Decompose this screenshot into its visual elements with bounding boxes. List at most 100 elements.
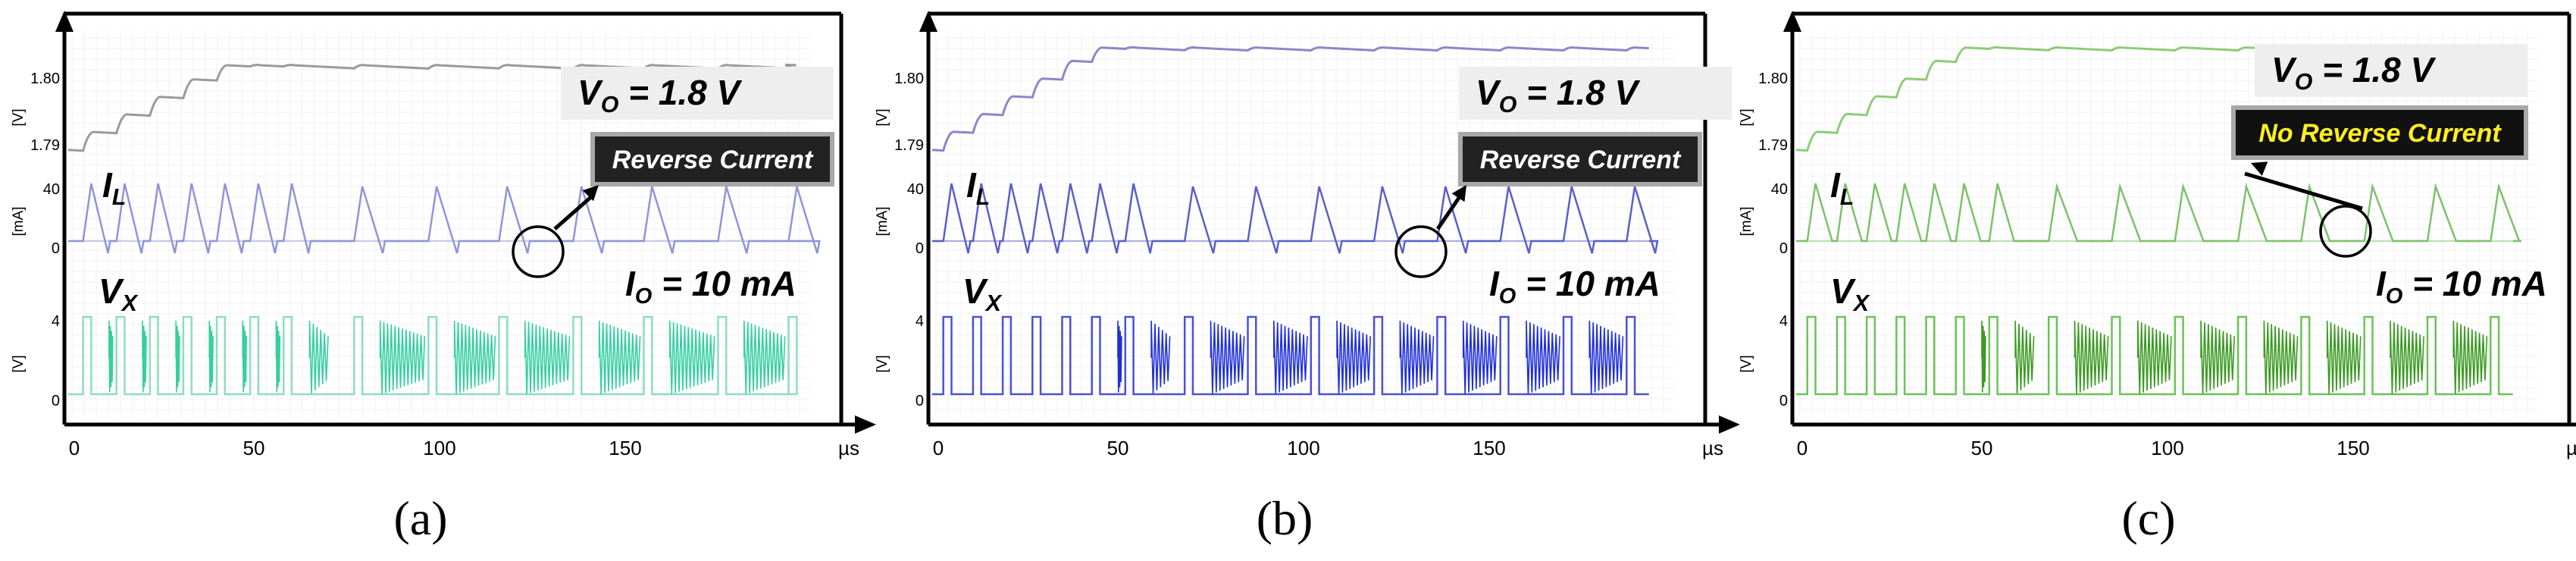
x-tick-label: 0 — [69, 437, 80, 459]
panel-caption: (a) — [393, 491, 447, 545]
annotation-arrow-head — [1451, 185, 1466, 202]
vx-ringing — [242, 321, 247, 393]
vx-ringing — [2137, 321, 2172, 394]
vx-ringing — [2390, 321, 2424, 394]
panel-b: 0 50 100 150 µs1.801.79[V]400[mA]40[V]VO = 1… — [875, 11, 1740, 545]
annotation-arrow-line — [2244, 171, 2363, 211]
vo-trace — [931, 45, 1649, 152]
vo-label: VO = 1.8 V — [2271, 50, 2436, 95]
vx-ringing — [1273, 321, 1308, 394]
vx-label: VX — [962, 271, 1003, 316]
vx-ringing — [524, 321, 571, 395]
vx-tick-label: 0 — [52, 393, 60, 409]
panel-caption: (b) — [1257, 491, 1313, 545]
vx-axis-unit: [V] — [11, 355, 27, 372]
y-axis-arrow — [1783, 11, 1801, 32]
vo-label-main: V — [1476, 73, 1501, 112]
vo-tick-label: 1.79 — [894, 137, 924, 154]
vx-pulse-outline — [1796, 315, 2513, 396]
vx-label-sub: X — [121, 291, 139, 316]
x-axis-arrow — [855, 415, 876, 434]
vx-label-main: V — [99, 271, 124, 311]
il-label: IL — [1830, 165, 1854, 210]
annotation-arrow-line — [553, 194, 594, 230]
vx-ringing — [1336, 321, 1371, 394]
il-label-main: I — [966, 165, 977, 205]
io-label: IO = 10 mA — [625, 264, 797, 309]
vx-trace — [932, 315, 1649, 396]
vx-ringing — [598, 321, 641, 395]
x-tick-label: 150 — [1473, 437, 1505, 459]
vo-tick-label: 1.80 — [1758, 71, 1788, 87]
vx-trace — [68, 315, 798, 396]
vx-ringing — [1981, 321, 1986, 393]
vx-label: VX — [1830, 271, 1870, 316]
x-tick-label: 100 — [1287, 437, 1319, 459]
x-tick-label: 50 — [1107, 437, 1129, 459]
vx-ringing — [453, 321, 496, 395]
vx-ringing — [2263, 321, 2299, 394]
vo-tick-label: 1.80 — [30, 71, 60, 87]
vx-ringing — [2452, 321, 2488, 394]
annotation-text: Reverse Current — [1480, 146, 1682, 174]
io-label-main: I — [1489, 264, 1500, 303]
vx-ringing — [275, 321, 281, 393]
vx-label-sub: X — [1852, 291, 1870, 316]
vx-ringing — [1462, 321, 1498, 394]
vo-trace — [67, 63, 797, 152]
io-label-sub: O — [635, 284, 653, 309]
il-label-sub: L — [976, 185, 991, 210]
annotation-box — [1463, 136, 1698, 182]
vo-label-sub: O — [2295, 70, 2313, 95]
vx-ringing — [2014, 321, 2035, 393]
x-tick-label: 100 — [423, 437, 455, 459]
annotation-text: Reverse Current — [612, 146, 814, 174]
il-tick-label: 0 — [916, 240, 924, 257]
io-label-sub: O — [2386, 284, 2403, 309]
x-tick-label: 150 — [2337, 437, 2369, 459]
vx-ringing — [208, 321, 214, 393]
il-trace — [932, 183, 1659, 254]
vx-label-main: V — [962, 271, 988, 311]
vx-ringing — [1399, 321, 1435, 394]
reverse-current-circle — [1394, 225, 1448, 278]
vo-label-sub: O — [1499, 92, 1517, 118]
panel-caption: (c) — [2121, 491, 2175, 545]
vo-label-box — [1459, 67, 1732, 120]
io-label-sub: O — [1499, 284, 1516, 309]
il-label-main: I — [1830, 165, 1841, 205]
vo-axis-unit: [V] — [875, 108, 890, 126]
annotation-box — [2236, 110, 2524, 155]
vx-trace — [1796, 315, 2513, 396]
annotation-arrow-head — [582, 185, 599, 202]
il-tick-label: 0 — [52, 240, 60, 257]
vx-ringing — [669, 321, 715, 395]
vo-label: VO = 1.8 V — [1476, 73, 1640, 118]
x-tick-label: 0 — [1797, 437, 1808, 459]
y-axis-arrow — [55, 11, 74, 32]
vx-pulse-outline — [68, 315, 798, 396]
io-label-rest: = 10 mA — [1516, 264, 1660, 303]
x-tick-label: 0 — [933, 437, 944, 459]
vx-label: VX — [99, 271, 139, 316]
annotation-arrow-head — [2251, 161, 2268, 176]
grid — [934, 30, 1675, 417]
vx-tick-label: 4 — [916, 313, 924, 330]
vx-label-sub: X — [984, 291, 1003, 316]
vx-tick-label: 4 — [1779, 313, 1788, 330]
vx-ringing — [2200, 321, 2235, 394]
io-label-rest: = 10 mA — [652, 264, 797, 303]
vx-ringing — [308, 321, 329, 393]
vo-axis-unit: [V] — [1739, 108, 1754, 126]
vx-tick-label: 0 — [1779, 393, 1788, 409]
io-label: IO = 10 mA — [2376, 264, 2547, 309]
io-label-main: I — [2376, 264, 2387, 303]
vx-ringing — [108, 321, 114, 393]
y-axis-arrow — [919, 11, 937, 32]
vx-tick-label: 0 — [916, 393, 924, 409]
vx-ringing — [1117, 321, 1122, 393]
vo-tick-label: 1.79 — [30, 137, 60, 154]
reverse-current-circle — [512, 225, 565, 278]
